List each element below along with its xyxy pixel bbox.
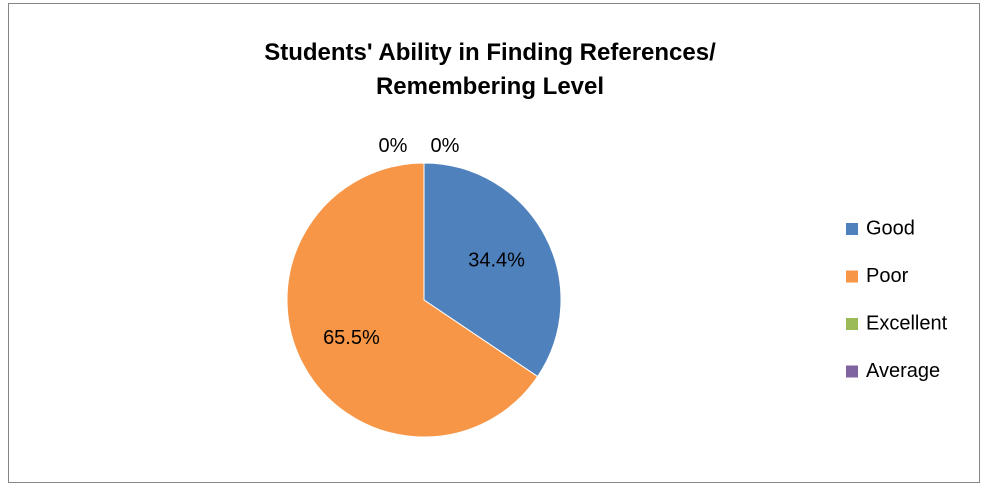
- legend-swatch: [846, 223, 858, 235]
- legend-label: Good: [866, 217, 915, 239]
- data-label: 0%: [379, 135, 408, 157]
- chart-title: Students' Ability in Finding References/…: [264, 39, 716, 100]
- data-label: 65.5%: [323, 327, 380, 349]
- legend-label: Excellent: [866, 312, 948, 334]
- data-label: 34.4%: [468, 250, 525, 272]
- pie-slice: [423, 162, 562, 378]
- legend-swatch: [846, 270, 858, 283]
- legend-swatch: [846, 318, 858, 330]
- legend-label: Average: [866, 360, 940, 382]
- pie-slice: [286, 162, 539, 438]
- legend-swatch: [846, 365, 858, 378]
- title-box: Students' Ability in Finding References/…: [264, 39, 716, 100]
- data-label: 0%: [431, 135, 460, 157]
- legend-label: Poor: [866, 265, 909, 287]
